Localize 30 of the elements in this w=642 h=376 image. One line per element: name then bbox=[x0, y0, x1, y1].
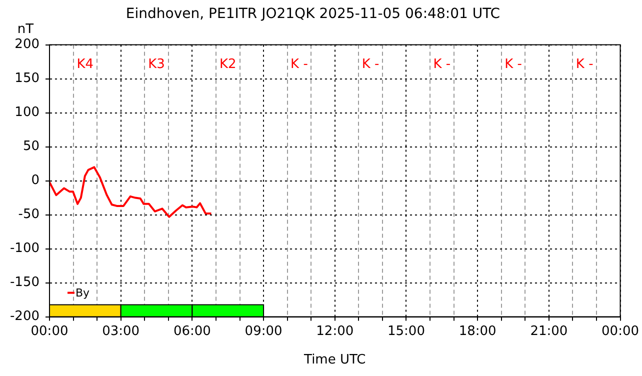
y-tick-label: 150 bbox=[14, 71, 40, 86]
y-tick-label: 200 bbox=[14, 37, 40, 52]
annotation: K - bbox=[504, 57, 522, 72]
y-tick-label: 100 bbox=[14, 105, 40, 120]
x-tick-label: 03:00 bbox=[102, 324, 140, 339]
annotation: K2 bbox=[219, 57, 236, 72]
legend-label: By bbox=[76, 286, 90, 300]
annotation: K - bbox=[576, 57, 594, 72]
x-tick-label: 12:00 bbox=[316, 324, 354, 339]
x-tick-label: 00:00 bbox=[602, 324, 639, 339]
y-tick-label: -150 bbox=[10, 275, 40, 290]
y-axis-title: nT bbox=[17, 22, 34, 38]
annotation: K4 bbox=[76, 57, 94, 72]
annotation: K3 bbox=[148, 57, 165, 72]
x-tick-label: 00:00 bbox=[30, 324, 68, 339]
y-tick-label: -200 bbox=[10, 309, 40, 324]
x-tick-label: 06:00 bbox=[173, 324, 211, 339]
annotation: K - bbox=[290, 57, 308, 72]
x-tick-label: 09:00 bbox=[244, 324, 282, 339]
x-axis-title: Time UTC bbox=[303, 352, 366, 368]
x-tick-label: 21:00 bbox=[530, 324, 568, 339]
annotation: K - bbox=[362, 57, 380, 72]
y-tick-label: -50 bbox=[18, 207, 40, 222]
x-tick-label: 18:00 bbox=[458, 324, 496, 339]
x-tick-label: 15:00 bbox=[387, 324, 425, 339]
annotation: K - bbox=[433, 57, 451, 72]
y-tick-label: 50 bbox=[22, 139, 40, 154]
chart-title: Eindhoven, PE1ITR JO21QK 2025-11-05 06:48:01 UTC bbox=[126, 6, 500, 22]
y-tick-label: 0 bbox=[31, 173, 40, 188]
y-tick-label: -100 bbox=[10, 241, 40, 256]
